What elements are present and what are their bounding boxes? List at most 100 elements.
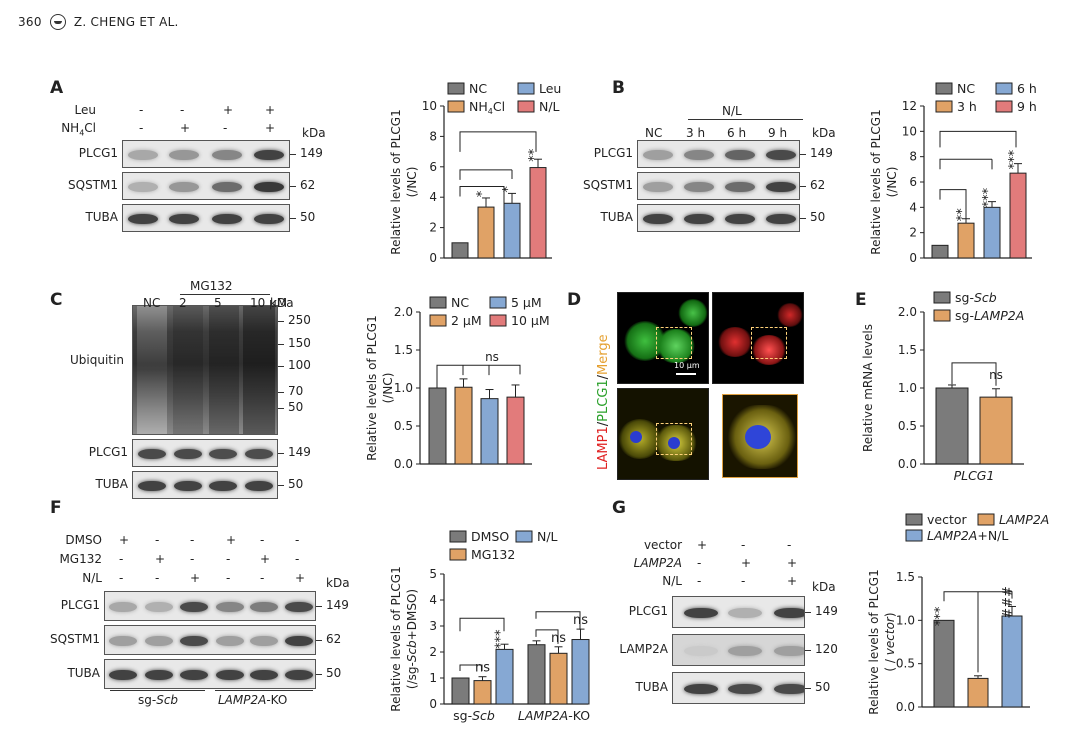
chart-g-bar-1 xyxy=(967,677,989,708)
chart-c-ns: ns xyxy=(485,350,499,364)
panel-a-band-tuba-2 xyxy=(212,214,242,224)
chart-b-legend-label-0: NC xyxy=(957,81,975,96)
panel-b-blot-tuba xyxy=(637,204,800,232)
chart-f-bar-1-0 xyxy=(473,680,492,705)
chart-e-xlabel: PLCG1 xyxy=(954,468,995,483)
chart-a-ytick-label-3: 6 xyxy=(429,160,437,174)
panel-b-blot-sqstm1 xyxy=(637,172,800,200)
chart-a-bracket-3 xyxy=(459,131,537,152)
chart-b-legend-swatch-1 xyxy=(995,82,1013,95)
panel-c-label: C xyxy=(50,290,63,310)
chart-a-bracket-2 xyxy=(459,169,512,180)
chart-b-ytick-label-6: 12 xyxy=(902,99,917,113)
chart-f-xcat-0: sg-Scb xyxy=(453,708,495,723)
micrograph-merge-zoom xyxy=(722,394,798,478)
chart-f-bracket-4 xyxy=(535,611,581,630)
panel-g-band-tuba-1 xyxy=(728,684,762,694)
panel-c-mw-tick-1 xyxy=(278,485,284,486)
panel-g-row-label-text-0: vector xyxy=(643,538,682,552)
panel-b-mw-tick-1 xyxy=(800,186,806,187)
panel-f-row-0-sign-3: + xyxy=(226,533,237,547)
panel-f-mw-tick-0 xyxy=(316,606,322,607)
panel-f-mw-0: 149 xyxy=(326,598,349,612)
chart-b-sig-2: *** xyxy=(981,187,996,207)
chart-a-legend-label-0: NC xyxy=(469,81,487,96)
panel-b-band-tuba-0 xyxy=(643,214,673,224)
chart-f-bar-1-1 xyxy=(549,652,568,705)
panel-f-row-2-sign-3: - xyxy=(226,571,231,585)
chart-e-ytick-label-3: 1.5 xyxy=(898,343,917,357)
panel-c-lane-3: 10 μM xyxy=(250,296,288,310)
panel-b-blot-name-2: TUBA xyxy=(600,210,633,224)
chart-f-legend-swatch-2 xyxy=(449,548,467,561)
chart-b-ytick-label-5: 10 xyxy=(902,124,917,138)
chart-f-ylabel-0: Relative levels of PLCG1 xyxy=(389,566,403,711)
chart-b-bar-2 xyxy=(983,206,1001,259)
panel-b-band-sqstm1-2 xyxy=(725,182,755,192)
panel-a-row-0-sign-0: - xyxy=(139,103,144,117)
panel-c-band-plcg1-0 xyxy=(138,449,166,459)
panel-a-band-plcg1-3 xyxy=(254,150,284,160)
panel-a-row-0-sign-2: + xyxy=(223,103,234,117)
chart-e-legend-label-1: sg-LAMP2A xyxy=(955,308,1024,323)
chart-b-bracket-1 xyxy=(939,189,967,222)
chart-e-legend-prefix-1: sg- xyxy=(955,308,974,323)
panel-f-band-plcg1-5 xyxy=(285,602,313,612)
chart-g-ytick-label-1: 0.5 xyxy=(896,657,915,671)
panel-f-blot-name-2: TUBA xyxy=(67,666,100,680)
panel-a-row-1-sign-3: + xyxy=(265,121,276,135)
panel-b-treatment: N/L xyxy=(722,104,742,118)
chart-e-bracket xyxy=(951,362,997,386)
panel-g-blot-name-2: TUBA xyxy=(635,680,668,694)
chart-e-legend-prefix-0: sg- xyxy=(955,290,974,305)
panel-a-row-1-sign-1: + xyxy=(180,121,191,135)
chart-f-legend-label-1: N/L xyxy=(537,529,558,544)
chart-g-ylabel-part-1: vector xyxy=(883,616,897,655)
panel-f-row-1-sign-3: - xyxy=(226,552,231,566)
chart-c-ylabel-1: (/NC) xyxy=(381,373,395,404)
panel-f-band-tuba-3 xyxy=(216,670,244,680)
panel-c-ladder-tick-2 xyxy=(278,366,284,367)
panel-f-mw-tick-1 xyxy=(316,640,322,641)
chart-e-legend-italic-1: LAMP2A xyxy=(974,308,1024,323)
panel-a-kda: kDa xyxy=(302,126,326,140)
chart-f-ylabel-part-2: +DMSO) xyxy=(405,589,419,640)
chart-e-legend-label-0: sg-Scb xyxy=(955,290,997,305)
group-label-scb: sg-Scb xyxy=(138,693,178,707)
chart-c-legend-swatch-1 xyxy=(489,296,507,309)
panel-c-band-tuba-1 xyxy=(174,481,202,491)
panel-g-blot-name-1: LAMP2A xyxy=(619,642,668,656)
chart-c-legend-label-2: 2 μM xyxy=(451,313,482,328)
panel-f-band-plcg1-2 xyxy=(180,602,208,612)
panel-f-row-label-text-0: DMSO xyxy=(65,533,102,547)
panel-g-band-plcg1-1 xyxy=(728,608,762,618)
panel-a-mw-tick-1 xyxy=(290,186,296,187)
chart-g-legend-swatch-0 xyxy=(905,513,923,526)
chart-g-ytick-label-0: 0.0 xyxy=(896,700,915,714)
panel-c-mw-0: 149 xyxy=(288,445,311,459)
panel-a-blot-tuba xyxy=(122,204,290,232)
panel-c-blot-name-1: TUBA xyxy=(95,477,128,491)
panel-g-blot-tuba xyxy=(672,672,805,704)
panel-f-mw-2: 50 xyxy=(326,666,342,680)
chart-a-legend-swatch-1 xyxy=(517,82,535,95)
chart-g-bar-2 xyxy=(1001,615,1023,708)
panel-f-row-0-sign-2: - xyxy=(190,533,195,547)
panel-b-treatment-line xyxy=(688,119,803,120)
panel-b-lane-1: 3 h xyxy=(686,126,706,140)
panel-c-treatment-line xyxy=(180,294,270,295)
chart-c-ytick-label-4: 2.0 xyxy=(394,305,413,319)
panel-f-mw-1: 62 xyxy=(326,632,342,646)
chart-g-ytick-label-3: 1.5 xyxy=(896,570,915,584)
panel-g-row-label-text-2: N/L xyxy=(662,574,682,588)
panel-g-band-lamp2a-0 xyxy=(684,646,718,656)
chart-a-legend-label-3: N/L xyxy=(539,99,560,114)
group-label-scb-prefix: sg- xyxy=(138,693,157,707)
chart-c-legend-swatch-3 xyxy=(489,314,507,327)
chart-b-legend-swatch-0 xyxy=(935,82,953,95)
panel-g-band-tuba-2 xyxy=(774,684,804,694)
panel-f-blot-plcg1 xyxy=(104,591,316,621)
panel-c-blot-plcg1 xyxy=(132,439,278,467)
panel-f-row-1-sign-4: + xyxy=(260,552,271,566)
panel-a-row-label-text-0: Leu xyxy=(74,103,96,117)
